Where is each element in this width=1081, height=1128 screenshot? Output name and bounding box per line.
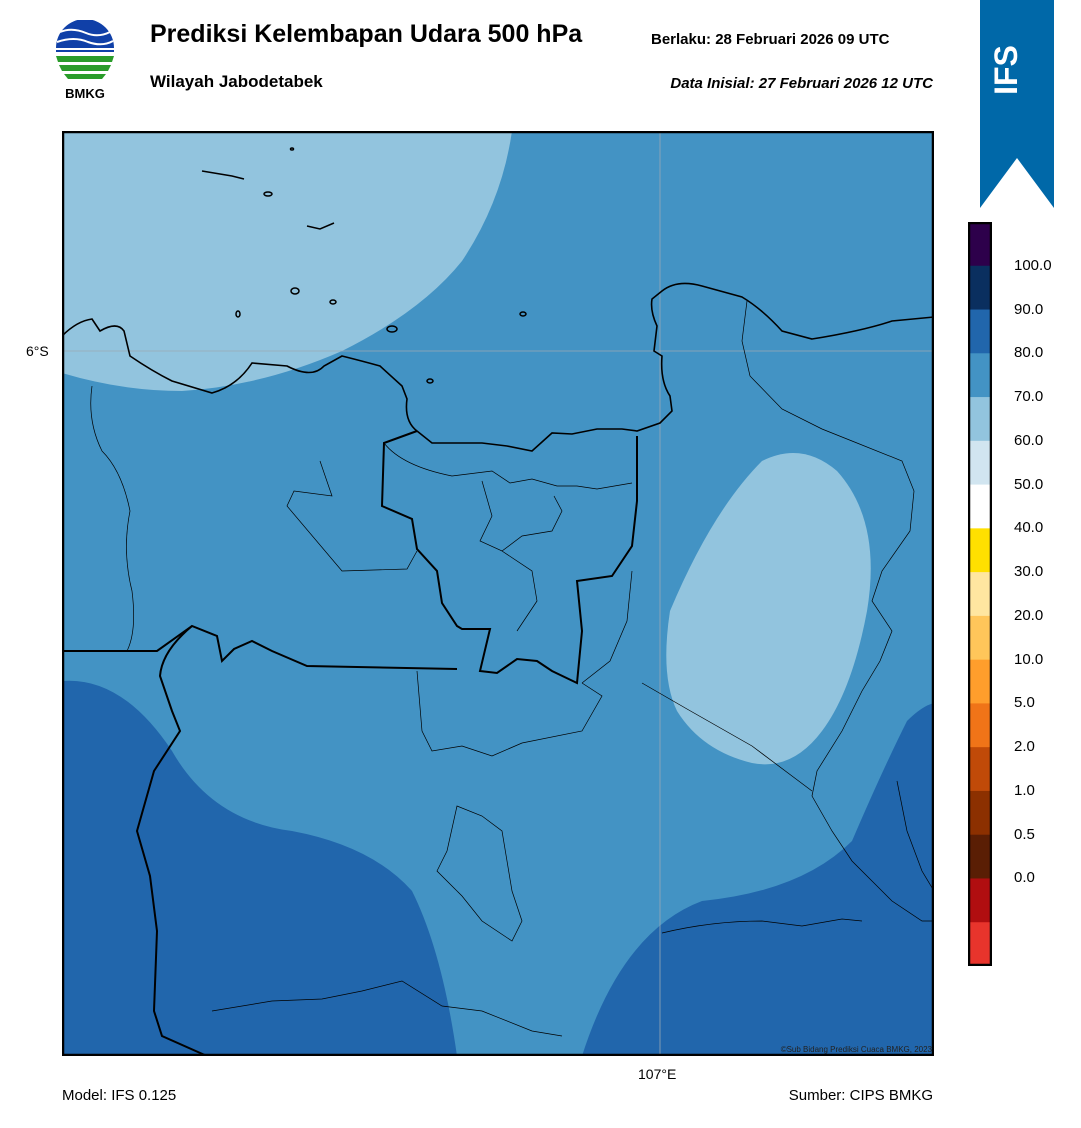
colorbar-label: 70.0 <box>1014 388 1044 406</box>
banner-text: IFS <box>988 45 1024 95</box>
colorbar-segment <box>968 265 992 311</box>
map-frame <box>62 131 934 1056</box>
district-boundaries <box>90 300 934 1037</box>
colorbar <box>968 222 992 966</box>
lon-label: 107°E <box>638 1066 677 1082</box>
colorbar-label: 2.0 <box>1014 738 1035 756</box>
colorbar-label: 30.0 <box>1014 563 1044 581</box>
colorbar-segment <box>968 397 992 442</box>
ifs-banner: IFS <box>980 0 1054 208</box>
colorbar-segment <box>968 747 992 792</box>
colorbar-label: 20.0 <box>1014 606 1044 624</box>
valid-time: Berlaku: 28 Februari 2026 09 UTC <box>651 31 890 48</box>
colorbar-label: 100.0 <box>1014 256 1052 274</box>
colorbar-segment <box>968 222 992 267</box>
colorbar-label: 50.0 <box>1014 475 1044 493</box>
colorbar-segment <box>968 659 992 704</box>
coastline <box>62 282 934 452</box>
colorbar-label: 10.0 <box>1014 650 1044 668</box>
humidity-map: ©Sub Bidang Prediksi Cuaca BMKG, 2023 <box>62 131 934 1056</box>
lat-label: 6°S <box>26 343 49 359</box>
colorbar-segment <box>968 572 992 617</box>
colorbar-label: 0.0 <box>1014 869 1035 887</box>
colorbar-segment <box>968 922 992 966</box>
fill-60-70-north <box>62 131 512 391</box>
colorbar-segment <box>968 353 992 398</box>
islands <box>201 147 527 384</box>
region-subtitle: Wilayah Jabodetabek <box>150 72 323 91</box>
colorbar-segment <box>968 834 992 879</box>
page-title: Prediksi Kelembapan Udara 500 hPa <box>150 20 583 48</box>
model-label: Model: IFS 0.125 <box>62 1087 177 1104</box>
colorbar-segment <box>968 703 992 748</box>
colorbar-segment <box>968 528 992 573</box>
fill-80-90-southwest <box>62 680 457 1056</box>
colorbar-label: 5.0 <box>1014 694 1035 712</box>
colorbar-label: 1.0 <box>1014 781 1035 799</box>
colorbar-segment <box>968 878 992 923</box>
credit-text: ©Sub Bidang Prediksi Cuaca BMKG, 2023 <box>781 1045 933 1054</box>
fill-80-90-southeast <box>582 703 934 1056</box>
fill-60-70-east <box>666 453 871 765</box>
colorbar-segment <box>968 484 992 529</box>
colorbar-segment <box>968 790 992 836</box>
init-time: Data Inisial: 27 Februari 2026 12 UTC <box>670 75 933 92</box>
logo-text: BMKG <box>65 86 105 101</box>
colorbar-label: 60.0 <box>1014 431 1044 449</box>
colorbar-label: 80.0 <box>1014 344 1044 362</box>
colorbar-segment <box>968 309 992 354</box>
colorbar-label: 90.0 <box>1014 300 1044 318</box>
colorbar-label: 40.0 <box>1014 519 1044 537</box>
colorbar-segment <box>968 615 992 661</box>
colorbar-segment <box>968 440 992 486</box>
colorbar-label: 0.5 <box>1014 825 1035 843</box>
bmkg-logo: BMKG <box>56 20 114 101</box>
source-label: Sumber: CIPS BMKG <box>788 1087 933 1104</box>
province-boundaries <box>62 430 638 1056</box>
